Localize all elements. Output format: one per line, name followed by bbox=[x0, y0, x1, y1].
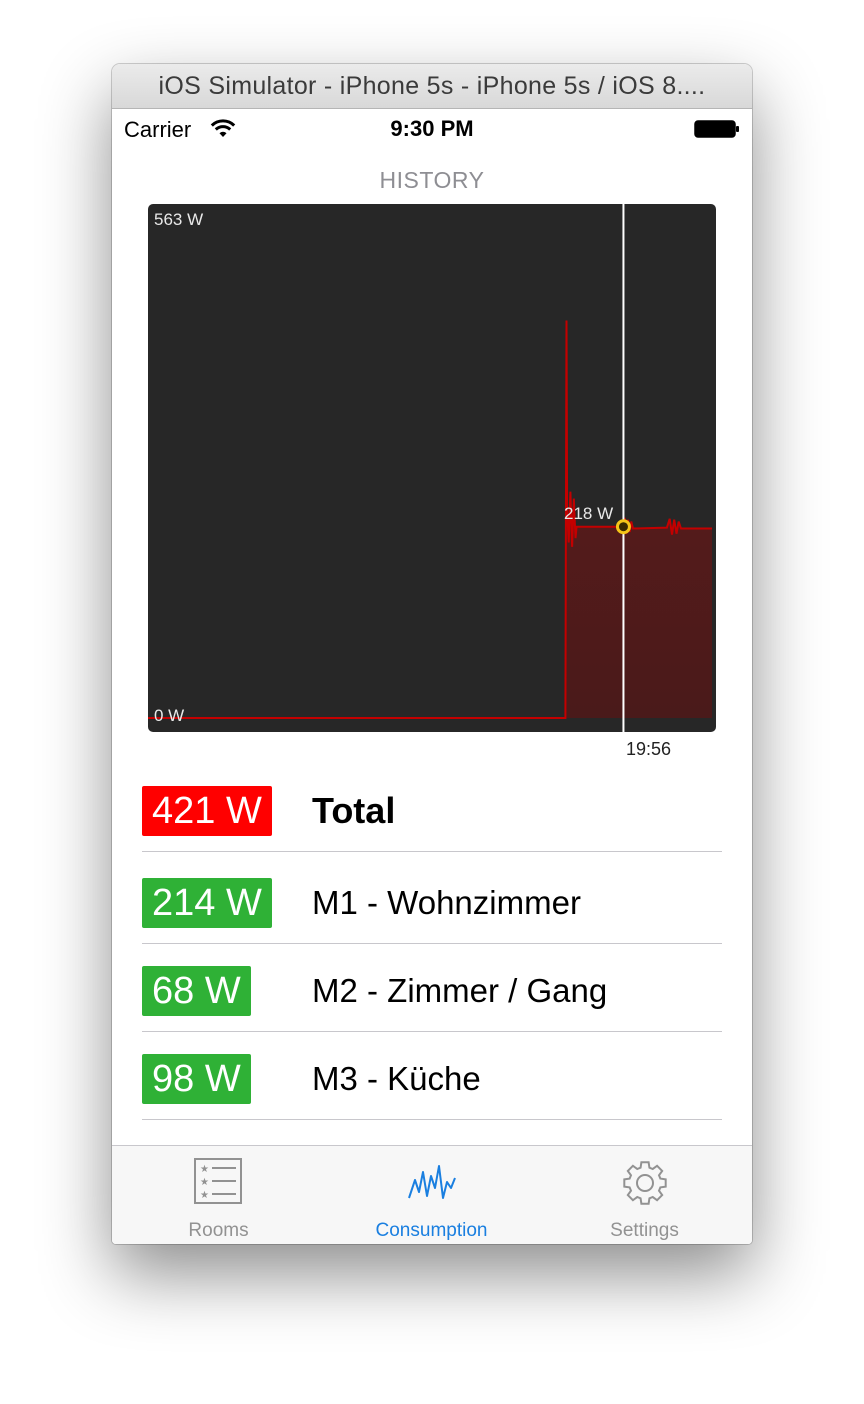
cursor-time-label: 19:56 bbox=[626, 739, 672, 759]
status-time: 9:30 PM bbox=[390, 116, 474, 141]
tab-settings-label: Settings bbox=[610, 1220, 679, 1241]
carrier-label: Carrier bbox=[124, 117, 192, 142]
svg-text:★: ★ bbox=[200, 1177, 209, 1188]
consumer-name: Total bbox=[312, 790, 396, 831]
power-badge: 98 W bbox=[142, 1054, 251, 1104]
status-bar: Carrier 9:30 PM bbox=[112, 109, 752, 149]
series-line bbox=[148, 320, 712, 719]
phone-screen: Carrier 9:30 PM HISTORY 563 W 0 W 218 W … bbox=[112, 109, 752, 1244]
consumer-row[interactable]: 421 W Total bbox=[142, 764, 722, 852]
tab-settings[interactable]: Settings bbox=[538, 1146, 751, 1244]
consumer-row[interactable]: 68 W M2 - Zimmer / Gang bbox=[142, 944, 722, 1032]
gear-icon bbox=[623, 1161, 667, 1205]
waveform-icon bbox=[408, 1165, 456, 1199]
cursor-point bbox=[615, 519, 631, 535]
consumer-name: M1 - Wohnzimmer bbox=[312, 884, 581, 921]
svg-text:★: ★ bbox=[200, 1190, 209, 1201]
tab-bar: ★ ★ ★ Rooms Consumption bbox=[112, 1145, 752, 1244]
window-title: iOS Simulator - iPhone 5s - iPhone 5s / … bbox=[112, 64, 752, 109]
series-area bbox=[148, 320, 712, 718]
y-max-label: 563 W bbox=[154, 210, 204, 229]
tab-rooms-label: Rooms bbox=[188, 1220, 249, 1241]
consumer-row[interactable]: 98 W M3 - Küche bbox=[142, 1032, 722, 1120]
tab-rooms[interactable]: ★ ★ ★ Rooms bbox=[112, 1146, 325, 1244]
row-separator bbox=[142, 943, 722, 944]
wifi-icon bbox=[210, 119, 236, 137]
consumer-name: M2 - Zimmer / Gang bbox=[312, 972, 608, 1009]
consumer-name: M3 - Küche bbox=[312, 1060, 481, 1097]
consumer-row[interactable]: 214 W M1 - Wohnzimmer bbox=[142, 856, 722, 944]
svg-text:★: ★ bbox=[200, 1164, 209, 1175]
power-badge: 421 W bbox=[142, 786, 272, 836]
row-separator bbox=[142, 851, 722, 852]
battery-icon bbox=[694, 120, 739, 138]
cursor-value-label: 218 W bbox=[564, 504, 614, 523]
row-separator bbox=[142, 1119, 722, 1120]
tab-consumption[interactable]: Consumption bbox=[325, 1146, 538, 1244]
list-icon: ★ ★ ★ bbox=[194, 1158, 242, 1204]
power-badge: 68 W bbox=[142, 966, 251, 1016]
history-chart[interactable]: 563 W 0 W 218 W bbox=[148, 204, 716, 732]
simulator-window: iOS Simulator - iPhone 5s - iPhone 5s / … bbox=[112, 64, 752, 1244]
history-title: HISTORY bbox=[379, 167, 485, 193]
y-min-label: 0 W bbox=[154, 706, 185, 725]
power-badge: 214 W bbox=[142, 878, 272, 928]
tab-consumption-label: Consumption bbox=[375, 1220, 488, 1241]
history-chart-plot bbox=[148, 204, 712, 732]
row-separator bbox=[142, 1031, 722, 1032]
